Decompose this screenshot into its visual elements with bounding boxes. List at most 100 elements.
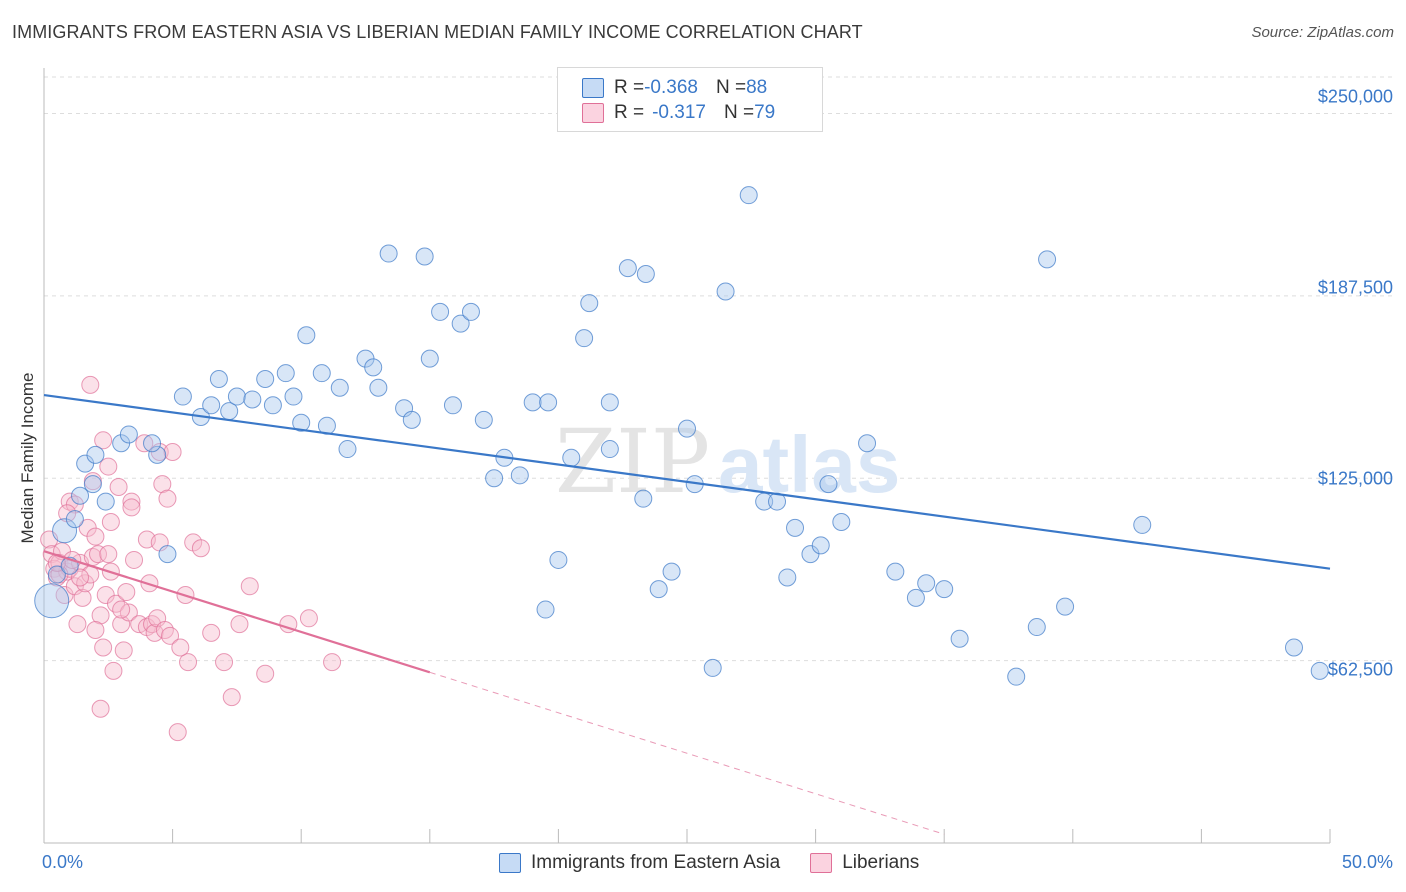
legend-row-liberians: R = -0.317 N = 79 [582, 101, 775, 125]
data-point-eastern-asia [34, 583, 70, 619]
data-point-eastern-asia [485, 469, 504, 488]
data-point-liberians [153, 475, 172, 494]
legend-swatch-pink [582, 103, 604, 123]
data-point-eastern-asia [778, 568, 797, 587]
data-point-eastern-asia [636, 264, 655, 283]
gridlines [44, 76, 1395, 662]
data-point-eastern-asia [297, 326, 316, 345]
watermark-atlas: atlas [718, 420, 900, 509]
data-point-liberians [114, 641, 133, 660]
data-point-eastern-asia [1133, 515, 1152, 534]
data-point-eastern-asia [811, 536, 830, 555]
data-point-eastern-asia [886, 562, 905, 581]
data-point-liberians [168, 723, 187, 742]
data-point-liberians [240, 577, 259, 596]
data-point-eastern-asia [292, 413, 311, 432]
axes [43, 68, 1331, 844]
data-point-liberians [256, 664, 275, 683]
data-point-liberians [117, 583, 136, 602]
data-point-eastern-asia [739, 186, 758, 205]
legend-label: Immigrants from Eastern Asia [531, 852, 781, 873]
data-point-liberians [68, 615, 87, 634]
data-point-eastern-asia [539, 393, 558, 412]
legend-n-value: 88 [746, 77, 768, 98]
data-point-eastern-asia [461, 302, 480, 321]
data-point-liberians [109, 477, 128, 496]
legend-n-value: 79 [754, 102, 776, 123]
data-point-liberians [99, 545, 118, 564]
data-point-eastern-asia [402, 410, 421, 429]
data-point-liberians [171, 638, 190, 657]
chart-title: IMMIGRANTS FROM EASTERN ASIA VS LIBERIAN… [12, 22, 863, 42]
data-point-eastern-asia [510, 466, 529, 485]
data-point-eastern-asia [536, 600, 555, 619]
data-point-liberians [107, 594, 126, 613]
data-point-eastern-asia [338, 440, 357, 459]
data-point-liberians [91, 699, 110, 718]
data-point-liberians [145, 623, 164, 642]
data-point-eastern-asia [276, 364, 295, 383]
data-point-eastern-asia [549, 550, 568, 569]
trend-line-liberians-extrapolated [429, 671, 945, 835]
data-point-eastern-asia [1007, 667, 1026, 686]
data-point-liberians [125, 550, 144, 569]
data-point-eastern-asia [662, 562, 681, 581]
data-point-liberians [112, 600, 131, 619]
data-point-eastern-asia [819, 475, 838, 494]
data-point-eastern-asia [312, 364, 331, 383]
data-point-liberians [202, 623, 221, 642]
data-point-eastern-asia [284, 387, 303, 406]
data-point-eastern-asia [227, 387, 246, 406]
data-point-liberians [94, 431, 113, 450]
legend-item-liberians[interactable]: Liberians [810, 852, 919, 874]
data-point-eastern-asia [148, 445, 167, 464]
data-point-liberians [76, 574, 95, 593]
data-point-liberians [99, 457, 118, 476]
legend-swatch-pink [810, 853, 833, 873]
data-point-eastern-asia [832, 513, 851, 532]
trend-line-eastern-asia [43, 393, 1331, 570]
data-point-eastern-asia [786, 518, 805, 537]
data-point-eastern-asia [917, 574, 936, 593]
data-point-eastern-asia [431, 302, 450, 321]
data-point-liberians [89, 545, 108, 564]
data-point-liberians [94, 638, 113, 657]
data-point-eastern-asia [52, 518, 78, 544]
data-point-eastern-asia [1056, 597, 1075, 616]
data-point-eastern-asia [96, 492, 115, 511]
stats-legend: R = -0.368 N = 88 R = -0.317 N = 79 [557, 67, 823, 132]
trend-line-liberians [43, 550, 431, 674]
legend-r-label: R = [614, 77, 645, 98]
data-point-eastern-asia [600, 393, 619, 412]
data-point-liberians [161, 626, 180, 645]
data-point-liberians [86, 620, 105, 639]
legend-label: Liberians [842, 852, 920, 873]
data-point-eastern-asia [71, 486, 90, 505]
trend-lines [43, 393, 1331, 835]
data-point-eastern-asia [1027, 618, 1046, 637]
data-point-liberians [122, 498, 141, 517]
data-point-liberians [122, 492, 141, 511]
data-point-liberians [155, 620, 174, 639]
data-point-eastern-asia [364, 358, 383, 377]
data-point-liberians [60, 492, 79, 511]
data-point-eastern-asia [263, 396, 282, 415]
watermark-zip: ZIP [555, 410, 710, 513]
y-tick-label: $250,000 [1317, 86, 1393, 107]
legend-r-value: -0.368 [644, 77, 698, 98]
data-point-eastern-asia [209, 370, 228, 389]
data-point-liberians [230, 615, 249, 634]
x-tick-label: 50.0% [1341, 852, 1393, 872]
data-point-eastern-asia [330, 378, 349, 397]
legend-item-eastern-asia[interactable]: Immigrants from Eastern Asia [499, 852, 780, 874]
data-point-eastern-asia [369, 378, 388, 397]
legend-swatch-blue [582, 78, 604, 98]
data-point-eastern-asia [649, 580, 668, 599]
data-point-liberians [323, 653, 342, 672]
data-point-eastern-asia [562, 448, 581, 467]
data-point-liberians [215, 653, 234, 672]
data-point-eastern-asia [906, 588, 925, 607]
data-point-eastern-asia [523, 393, 542, 412]
y-tick-label: $62,500 [1327, 659, 1393, 680]
